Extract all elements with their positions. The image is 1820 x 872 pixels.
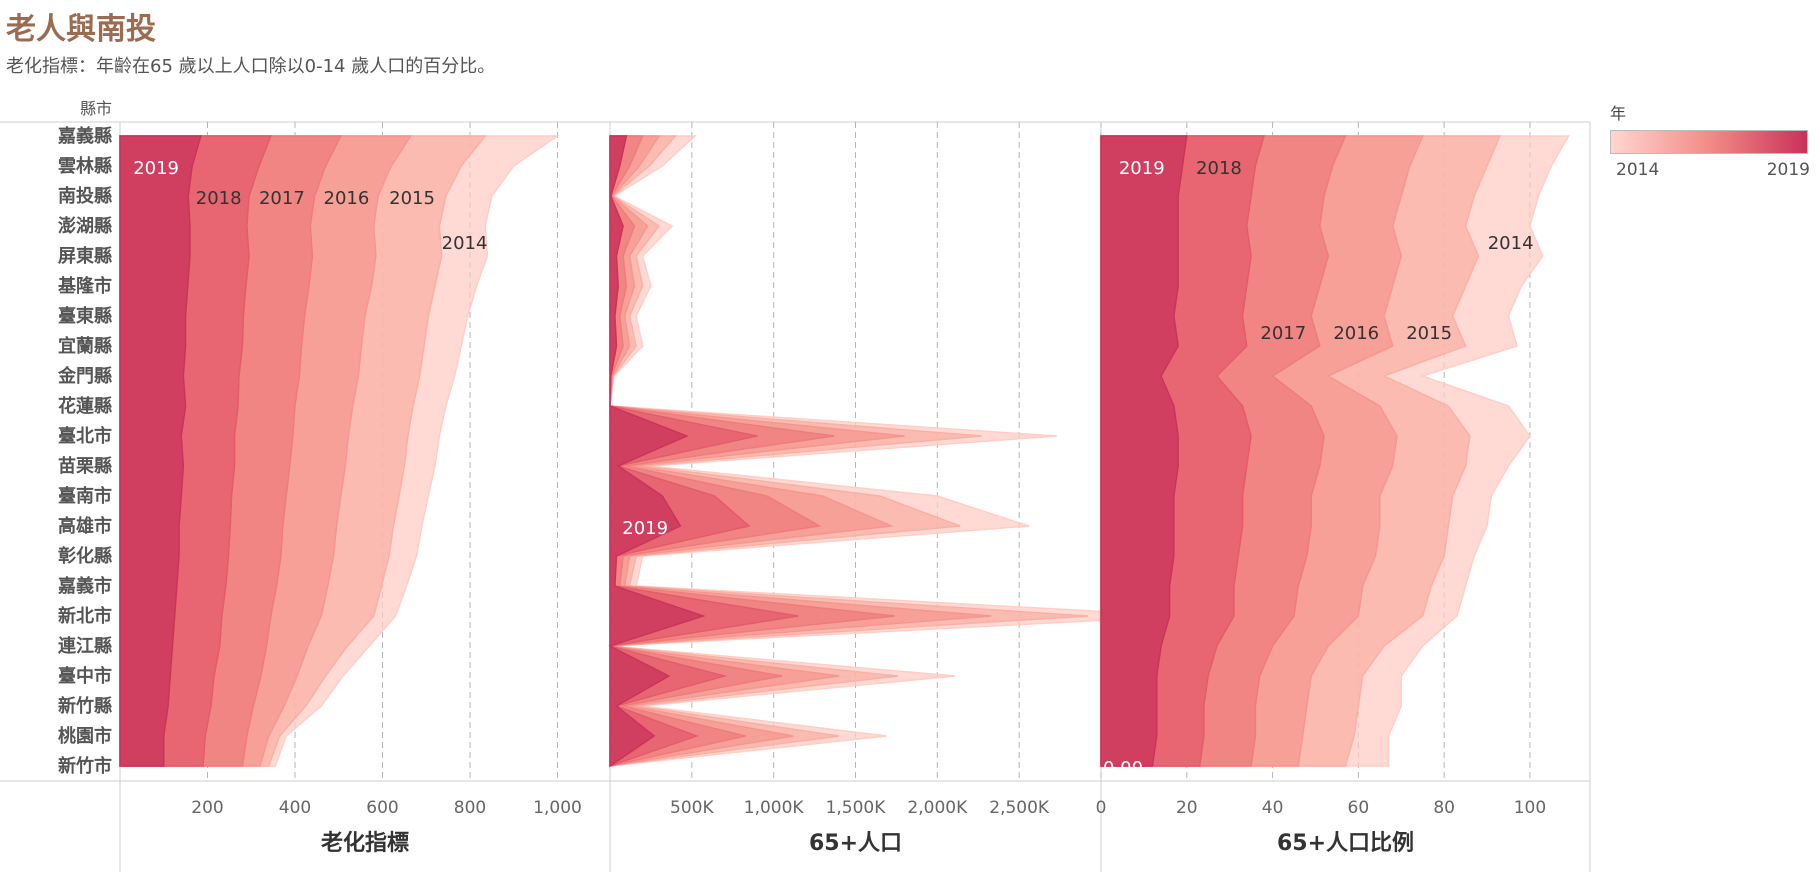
row-label[interactable]: 宜蘭縣 (58, 335, 112, 357)
x-tick-label: 100 (1514, 798, 1546, 818)
series-annotation: 2019 (1119, 158, 1165, 179)
page-subtitle: 老化指標：年齡在65 歲以上人口除以0-14 歲人口的百分比。 (6, 56, 496, 77)
series-annotation: 2018 (196, 188, 242, 209)
row-label[interactable]: 高雄市 (58, 515, 112, 537)
area-2019[interactable] (119, 135, 202, 767)
series-annotation: 2018 (1196, 158, 1242, 179)
x-tick-label: 1,500K (826, 798, 887, 818)
row-label[interactable]: 金門縣 (57, 365, 112, 387)
panel-3: 0 20 40 60 80 100 65+人口比例 2019 2018 2017 2016 2015 2… (1096, 122, 1591, 872)
x-tick-label: 80 (1433, 798, 1455, 818)
row-label[interactable]: 新竹縣 (58, 695, 112, 717)
legend-gradient-bar (1610, 130, 1808, 154)
row-label[interactable]: 臺南市 (58, 485, 112, 507)
panel-1: 200 400 600 800 1,000 老化指標 2019 2018 2017 2016 201… (119, 122, 611, 872)
series-annotation: 2017 (259, 188, 305, 209)
row-label[interactable]: 澎湖縣 (58, 215, 112, 237)
series-annotation: 2019 (133, 158, 179, 179)
row-label[interactable]: 彰化縣 (58, 545, 112, 567)
x-tick-label: 500K (670, 798, 714, 818)
row-label[interactable]: 雲林縣 (58, 155, 112, 177)
row-header-label: 縣市 (80, 99, 112, 118)
row-label[interactable]: 新北市 (58, 605, 112, 627)
area-2019[interactable] (608, 135, 706, 768)
x-axis-title: 65+人口 (809, 831, 902, 856)
x-axis-title: 65+人口比例 (1277, 831, 1414, 856)
row-label[interactable]: 新竹市 (58, 755, 112, 777)
row-label[interactable]: 嘉義縣 (57, 125, 112, 147)
x-tick-label: 60 (1348, 798, 1370, 818)
x-tick-label: 2,500K (989, 798, 1050, 818)
x-tick-label: 2,000K (907, 798, 968, 818)
row-label[interactable]: 桃園市 (58, 725, 112, 747)
panel-2: 500K 1,000K 1,500K 2,000K 2,500K 65+人口 2019 (608, 122, 1187, 872)
x-axis-title: 老化指標 (320, 830, 409, 856)
legend-title: 年 (1610, 104, 1627, 123)
x-tick-label: 1,000 (533, 798, 582, 818)
x-tick-label: 800 (454, 798, 486, 818)
row-label[interactable]: 臺東縣 (58, 305, 112, 327)
legend-max-label: 2019 (1766, 160, 1810, 180)
row-label[interactable]: 連江縣 (58, 635, 112, 657)
series-annotation: 0.00 (1103, 758, 1143, 779)
row-label[interactable]: 嘉義市 (57, 575, 112, 597)
row-label[interactable]: 臺中市 (58, 665, 112, 687)
series-annotation: 2016 (1333, 323, 1379, 344)
color-legend[interactable]: 年 2014 2019 (1610, 100, 1810, 180)
row-label[interactable]: 南投縣 (58, 185, 112, 207)
row-label[interactable]: 臺北市 (58, 425, 112, 447)
x-tick-label: 20 (1176, 798, 1198, 818)
area-2019[interactable] (1100, 135, 1188, 767)
x-tick-label: 0 (1096, 798, 1107, 818)
legend-min-label: 2014 (1616, 160, 1660, 180)
x-tick-label: 40 (1262, 798, 1284, 818)
row-label[interactable]: 花蓮縣 (58, 395, 112, 417)
x-tick-label: 400 (279, 798, 311, 818)
x-tick-label: 200 (191, 798, 223, 818)
series-annotation: 2014 (1488, 233, 1534, 254)
page-title: 老人與南投 (6, 12, 156, 47)
row-label[interactable]: 基隆市 (57, 275, 112, 297)
series-annotation: 2019 (622, 518, 668, 539)
row-label[interactable]: 苗栗縣 (58, 456, 112, 477)
series-annotation: 2015 (389, 188, 435, 209)
x-tick-label: 600 (366, 798, 398, 818)
series-annotation: 2016 (324, 188, 370, 209)
x-tick-label: 1,000K (744, 798, 805, 818)
series-annotation: 2017 (1260, 323, 1306, 344)
series-annotation: 2014 (442, 233, 488, 254)
series-annotation: 2015 (1406, 323, 1452, 344)
row-label[interactable]: 屏東縣 (58, 245, 112, 267)
